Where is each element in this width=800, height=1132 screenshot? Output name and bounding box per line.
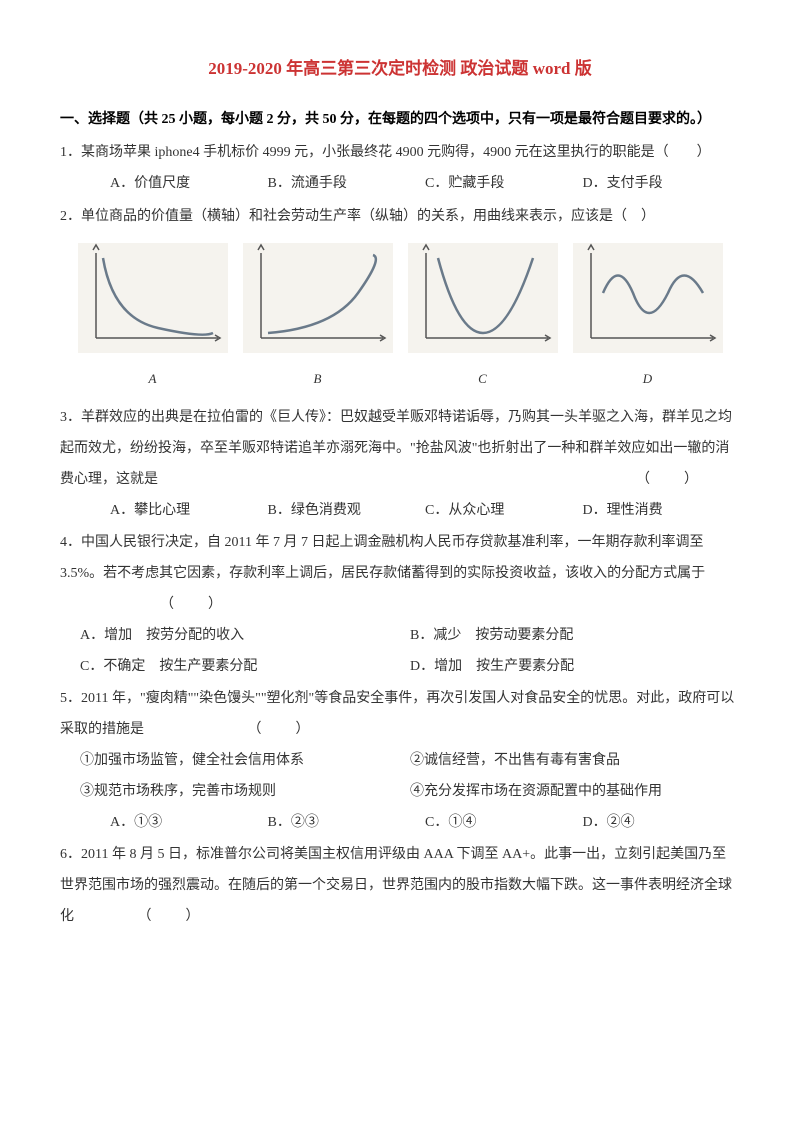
question-3: 3．羊群效应的出典是在拉伯雷的《巨人传》：巴奴越受羊贩邓特诺诟辱，乃购其一头羊驱… (60, 403, 740, 495)
chart-d-svg (573, 243, 723, 353)
q5-item-4: ④充分发挥市场在资源配置中的基础作用 (410, 777, 740, 808)
question-4-options-row2: C．不确定 按生产要素分配 D．增加 按生产要素分配 (60, 652, 740, 683)
question-2: 2．单位商品的价值量（横轴）和社会劳动生产率（纵轴）的关系，用曲线来表示，应该是… (60, 202, 740, 233)
q1-opt-c: C．贮藏手段 (425, 169, 583, 200)
title-word: word (533, 59, 571, 78)
q1-opt-b: B．流通手段 (268, 169, 426, 200)
q5-opt-b: B．②③ (268, 808, 426, 839)
q6-paren: （ ） (138, 902, 202, 933)
chart-c (408, 243, 558, 363)
q3-text: 3．羊群效应的出典是在拉伯雷的《巨人传》：巴奴越受羊贩邓特诺诟辱，乃购其一头羊驱… (60, 410, 732, 487)
q3-opt-b: B．绿色消费观 (268, 496, 426, 527)
q3-opt-d: D．理性消费 (583, 496, 741, 527)
chart-d-label: D (573, 365, 723, 394)
q5-item-2: ②诚信经营，不出售有毒有害食品 (410, 746, 740, 777)
title-red-1: 2019-2020 年高三第三次定时检测 政治试题 (208, 59, 532, 78)
q4-opt-c: C．不确定 按生产要素分配 (80, 652, 410, 683)
q4-text: 4．中国人民银行决定，自 2011 年 7 月 7 日起上调金融机构人民币存贷款… (60, 535, 705, 581)
chart-a-container: A (78, 243, 228, 394)
chart-d (573, 243, 723, 363)
question-5-items-row2: ③规范市场秩序，完善市场规则 ④充分发挥市场在资源配置中的基础作用 (60, 777, 740, 808)
q4-opt-d: D．增加 按生产要素分配 (410, 652, 740, 683)
chart-a-svg (78, 243, 228, 353)
question-4: 4．中国人民银行决定，自 2011 年 7 月 7 日起上调金融机构人民币存贷款… (60, 528, 740, 620)
chart-b (243, 243, 393, 363)
document-title: 2019-2020 年高三第三次定时检测 政治试题 word 版 (60, 50, 740, 87)
q4-paren: （ ） (160, 590, 224, 621)
chart-a-label: A (78, 365, 228, 394)
q3-opt-a: A．攀比心理 (110, 496, 268, 527)
chart-c-container: C (408, 243, 558, 394)
q5-opt-a: A．①③ (110, 808, 268, 839)
q4-opt-a: A．增加 按劳分配的收入 (80, 621, 410, 652)
q5-opt-c: C．①④ (425, 808, 583, 839)
q1-opt-a: A．价值尺度 (110, 169, 268, 200)
q3-opt-c: C．从众心理 (425, 496, 583, 527)
chart-a (78, 243, 228, 363)
question-3-options: A．攀比心理 B．绿色消费观 C．从众心理 D．理性消费 (60, 496, 740, 527)
chart-row: A B C (60, 243, 740, 394)
chart-b-label: B (243, 365, 393, 394)
question-5: 5．2011 年，"瘦肉精""染色馒头""塑化剂"等食品安全事件，再次引发国人对… (60, 684, 740, 746)
q3-paren: （ ） (636, 465, 700, 496)
chart-b-svg (243, 243, 393, 353)
question-5-options: A．①③ B．②③ C．①④ D．②④ (60, 808, 740, 839)
question-6: 6．2011 年 8 月 5 日，标准普尔公司将美国主权信用评级由 AAA 下调… (60, 840, 740, 932)
q5-opt-d: D．②④ (583, 808, 741, 839)
q5-text: 5．2011 年，"瘦肉精""染色馒头""塑化剂"等食品安全事件，再次引发国人对… (60, 691, 734, 737)
chart-c-svg (408, 243, 558, 353)
question-4-options-row1: A．增加 按劳分配的收入 B．减少 按劳动要素分配 (60, 621, 740, 652)
question-5-items-row1: ①加强市场监管，健全社会信用体系 ②诚信经营，不出售有毒有害食品 (60, 746, 740, 777)
section-header: 一、选择题（共 25 小题，每小题 2 分，共 50 分，在每题的四个选项中，只… (60, 105, 740, 136)
question-1: 1．某商场苹果 iphone4 手机标价 4999 元，小张最终花 4900 元… (60, 138, 740, 169)
question-1-options: A．价值尺度 B．流通手段 C．贮藏手段 D．支付手段 (60, 169, 740, 200)
q5-item-3: ③规范市场秩序，完善市场规则 (80, 777, 410, 808)
chart-c-label: C (408, 365, 558, 394)
q5-item-1: ①加强市场监管，健全社会信用体系 (80, 746, 410, 777)
title-red-2: 版 (570, 59, 591, 78)
chart-b-container: B (243, 243, 393, 394)
q1-opt-d: D．支付手段 (583, 169, 741, 200)
chart-d-container: D (573, 243, 723, 394)
q5-paren: （ ） (248, 715, 312, 746)
q4-opt-b: B．减少 按劳动要素分配 (410, 621, 740, 652)
